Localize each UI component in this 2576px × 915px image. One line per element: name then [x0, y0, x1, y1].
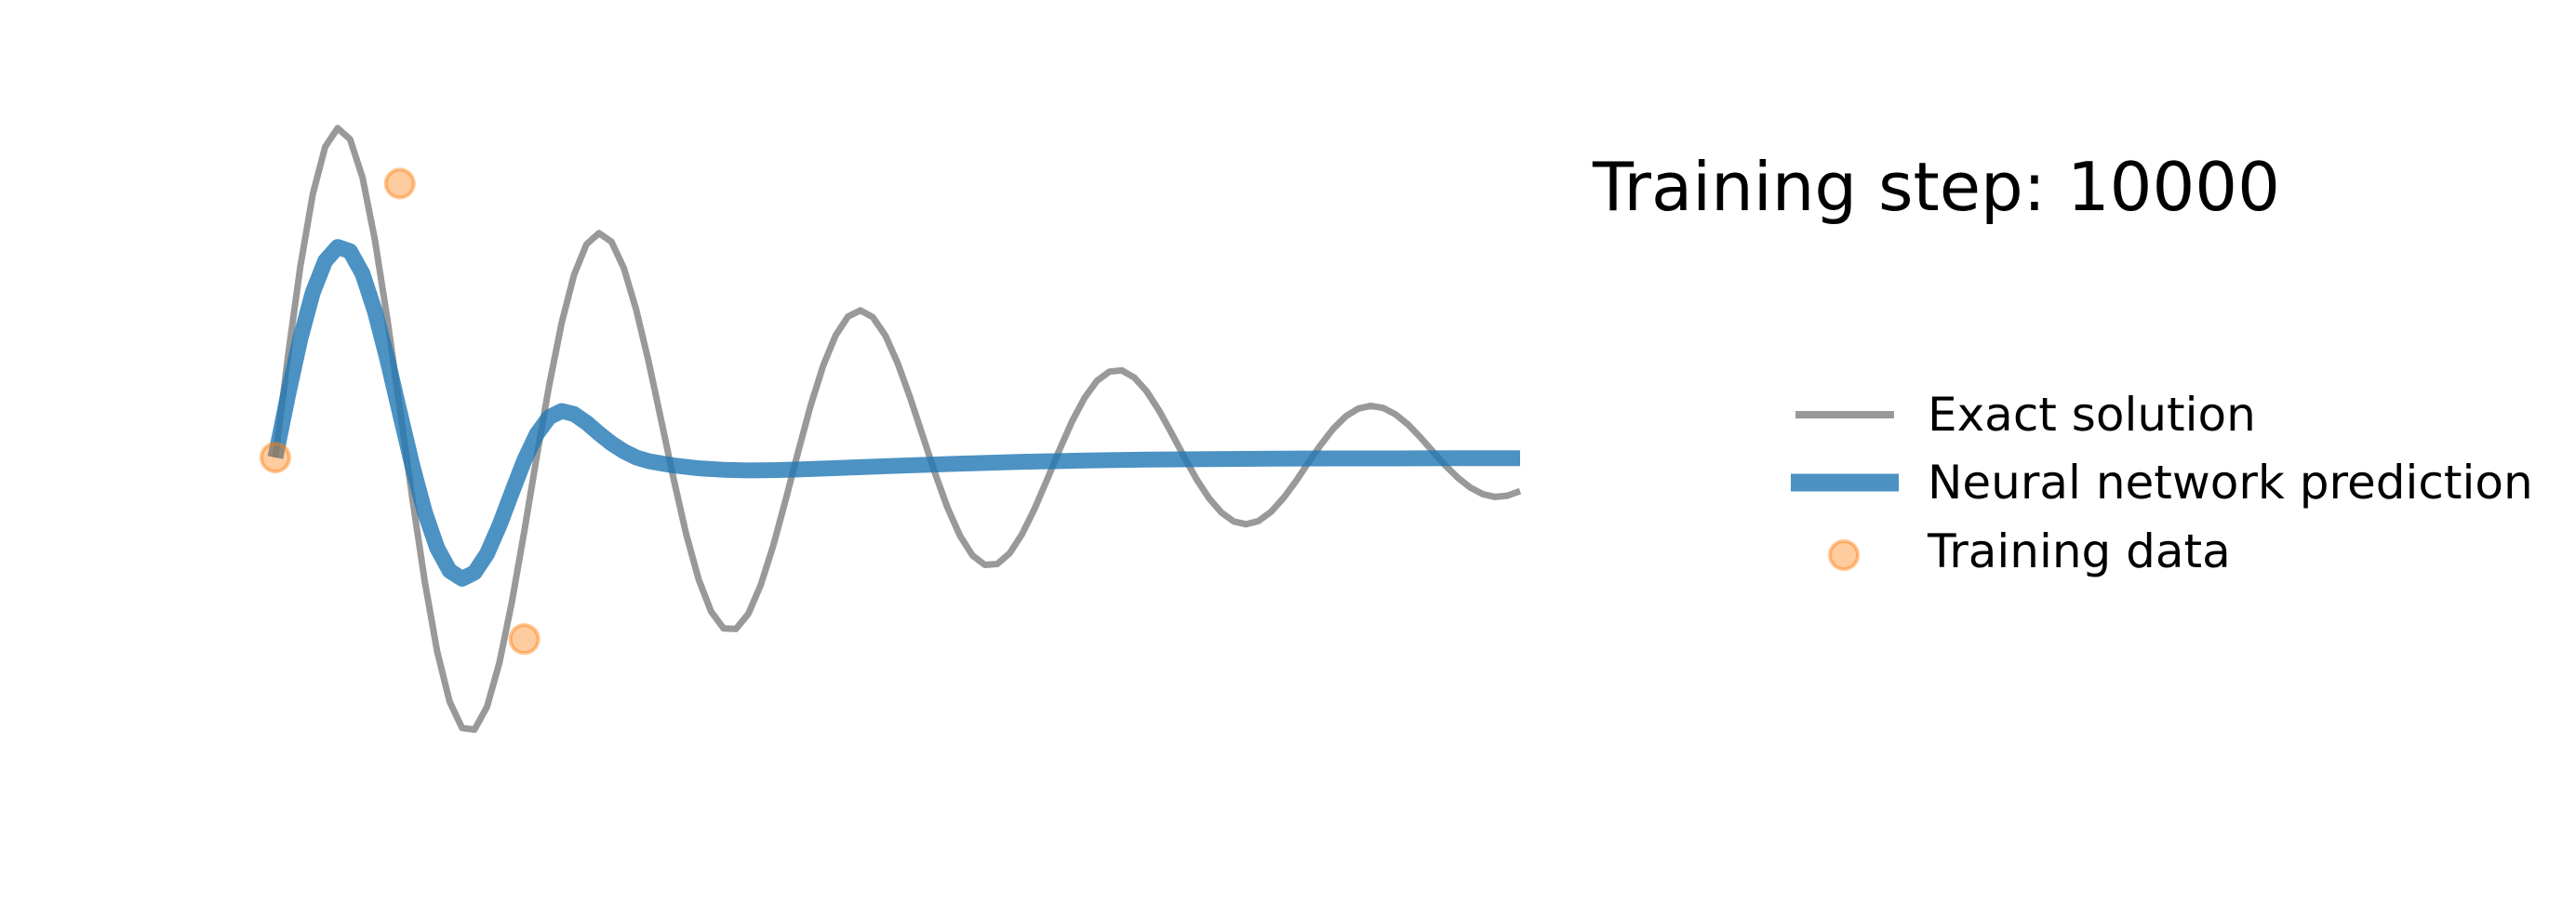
data-point-training-data	[508, 623, 541, 656]
legend-swatch-training-data	[1828, 539, 1860, 571]
legend: Exact solution Neural network prediction…	[1791, 388, 2533, 578]
series-line-neural-network-prediction	[267, 239, 1520, 587]
legend-label-exact-solution: Exact solution	[1928, 388, 2256, 442]
data-point-training-data	[260, 442, 291, 473]
chart-title: Training step: 10000	[1592, 148, 2280, 226]
legend-label-training-data: Training data	[1927, 524, 2231, 578]
series-line-exact-solution	[272, 125, 1522, 734]
plot-area	[260, 125, 1522, 734]
legend-label-neural-network-prediction: Neural network prediction	[1928, 456, 2533, 510]
data-point-training-data	[383, 167, 416, 200]
